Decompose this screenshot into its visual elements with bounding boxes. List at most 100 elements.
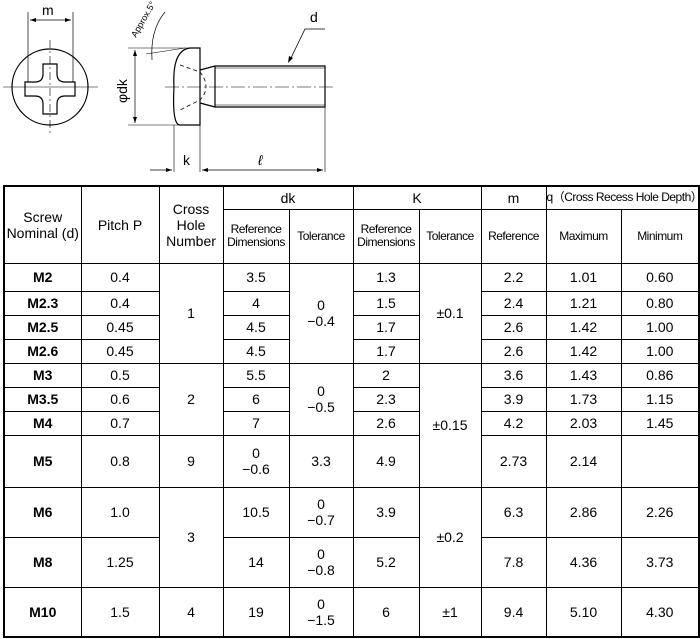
cell-k-ref: 3.9: [352, 486, 420, 538]
table-row: M5 0.8 9 0 −0.6 3.3 4.9 2.73 2.14: [3, 434, 699, 488]
cell-nominal: M10: [3, 586, 82, 638]
cell-m-ref: 9.4: [480, 586, 547, 638]
cell-dk-tolerance: 0 −0.4: [288, 262, 354, 364]
label-l: ℓ: [257, 152, 263, 168]
cell-q-min: 4.30: [620, 586, 700, 638]
screw-drawing: m d k ℓ φdk Approx.5°: [3, 0, 335, 172]
cell-nominal: M2.3: [3, 290, 82, 316]
label-d: d: [310, 9, 318, 25]
cell-k-ref: 1.3: [352, 262, 420, 292]
cell-nominal: M4: [3, 410, 82, 436]
cell-m-ref: 3.9: [480, 386, 547, 412]
header-q: q（Cross Recess Hole Depth）: [545, 185, 700, 210]
cell-pitch: 0.6: [80, 386, 160, 412]
cell-k-tolerance: ±1: [418, 586, 482, 638]
table-row: M2.5 0.45 4.5 1.7 2.6 1.42 1.00: [3, 314, 700, 340]
cell-q-min: 1.00: [620, 314, 700, 340]
cell-dk-ref: 19: [222, 586, 290, 638]
cell-k-ref: 3.3: [288, 434, 354, 488]
header-q-max: Maximum: [545, 208, 622, 264]
cell-dk-tolerance: 0 −0.5: [288, 362, 354, 436]
cell-k-ref: 1.7: [352, 314, 420, 340]
cell-q-max: 1.42: [545, 338, 622, 364]
header-q-min: Minimum: [620, 208, 700, 264]
cell-nominal: M2.5: [3, 314, 82, 340]
cell-dk-ref: 6: [222, 386, 290, 412]
cell-dk-ref: 3.5: [222, 262, 290, 292]
cell-nominal: M2: [3, 262, 82, 292]
cell-q-max: 1.43: [545, 362, 622, 388]
cell-m-ref: 2.6: [480, 338, 547, 364]
cell-pitch: 1.0: [80, 486, 160, 538]
cell-q-max: 1.42: [545, 314, 622, 340]
cell-dk-ref: 10.5: [222, 486, 290, 538]
label-m: m: [42, 2, 54, 18]
header-K: K: [352, 185, 482, 210]
cell-k-ref: 1.7: [352, 338, 420, 364]
cell-dk-tolerance: 0 −1.5: [288, 586, 354, 638]
cell-m-ref: 6.3: [480, 486, 547, 538]
cell-dk-ref: 4.5: [222, 338, 290, 364]
header-m-ref: Reference: [480, 208, 547, 264]
cell-m-ref: 2.4: [480, 290, 547, 316]
cell-cross-hole: 1: [158, 262, 224, 364]
cell-pitch: 0.45: [80, 338, 160, 364]
table-row: M8 1.25 14 0 −0.8 5.2 7.8 4.36 3.73: [3, 536, 700, 588]
cell-k-ref: 5.2: [352, 536, 420, 588]
cell-q-min: 2.14: [545, 434, 622, 488]
cell-q-max: 1.73: [545, 386, 622, 412]
cell-dk-ref: 9: [158, 434, 224, 488]
cell-nominal: M6: [3, 486, 82, 538]
cell-cross-hole: 4: [158, 586, 224, 638]
cell-k-ref: 1.5: [352, 290, 420, 316]
table-row: M10 1.5 4 19 0 −1.5 6 ±1 9.4 5.10 4.30: [3, 586, 700, 638]
cell-m-ref: 2.2: [480, 262, 547, 292]
cell-k-ref: 6: [352, 586, 420, 638]
cell-q-max: 1.21: [545, 290, 622, 316]
cell-cross-hole: 3: [158, 486, 224, 588]
table-row: M2.3 0.4 4 1.5 2.4 1.21 0.80: [3, 290, 700, 316]
header-m: m: [480, 185, 547, 210]
cell-q-min: 0.60: [620, 262, 700, 292]
header-screw: Screw Nominal (d): [3, 185, 82, 264]
cell-nominal: M3.5: [3, 386, 82, 412]
cell-q-min: 0.80: [620, 290, 700, 316]
cell-m-ref: 7.8: [480, 536, 547, 588]
cell-nominal: M8: [3, 536, 82, 588]
cell-nominal: M5: [3, 434, 82, 488]
cell-pitch: 0.8: [80, 434, 160, 488]
header-k-tol: Tolerance: [418, 208, 482, 264]
header-cross: Cross Hole Number: [158, 185, 224, 264]
cell-dk-tolerance: 0 −0.8: [288, 536, 354, 588]
header-dk: dk: [222, 185, 354, 210]
cell-dk-ref: 7: [222, 410, 290, 436]
header-dk-tol: Tolerance: [288, 208, 354, 264]
cell-nominal: M2.6: [3, 338, 82, 364]
cell-pitch: 0.45: [80, 314, 160, 340]
cell-pitch: 1.25: [80, 536, 160, 588]
cell-m-ref: 3.6: [480, 362, 547, 388]
table-row: M6 1.0 3 10.5 0 −0.7 3.9 ±0.2 6.3 2.86 2.26: [3, 486, 700, 588]
cell-k-tolerance: ±0.2: [418, 486, 482, 588]
label-dk: φdk: [114, 78, 130, 103]
cell-q-max: 2.86: [545, 486, 622, 538]
cell-k-tolerance: ±0.15: [418, 362, 482, 488]
cell-q-min: 1.00: [620, 338, 700, 364]
cell-dk-ref: 5.5: [222, 362, 290, 388]
cell-q-min: 1.15: [620, 386, 700, 412]
cell-q-max: 1.01: [545, 262, 622, 292]
cell-k-ref: 2.6: [352, 410, 420, 436]
label-k: k: [183, 152, 191, 168]
cell-pitch: 0.4: [80, 290, 160, 316]
label-angle: Approx.5°: [129, 0, 158, 39]
cell-dk-tolerance: 0 −0.6: [222, 434, 290, 488]
header-k-ref: Reference Dimensions: [352, 208, 420, 264]
cell-q-min: 0.86: [620, 362, 700, 388]
cell-pitch: 1.5: [80, 586, 160, 638]
cell-pitch: 0.4: [80, 262, 160, 292]
cell-m-ref: 4.9: [352, 434, 420, 488]
cell-q-max: 2.73: [480, 434, 547, 488]
table-row: M2 0.4 1 3.5 0 −0.4 1.3 ±0.1 2.2 1.01 0.60: [3, 262, 700, 364]
cell-m-ref: 2.6: [480, 314, 547, 340]
cell-q-min: 3.73: [620, 536, 700, 588]
